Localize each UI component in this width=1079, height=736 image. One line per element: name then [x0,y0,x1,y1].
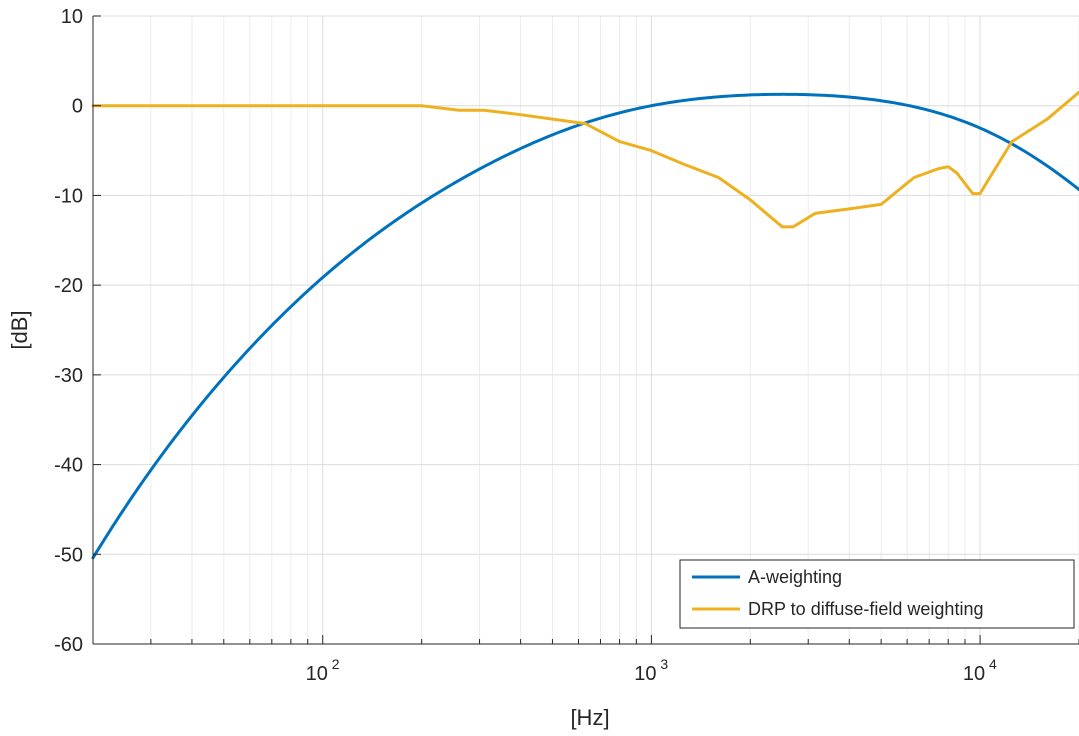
x-tick-label: 10 [963,663,985,685]
legend-label-drp: DRP to diffuse-field weighting [748,599,983,619]
y-tick-label: -10 [54,185,83,207]
x-tick-label: 10 [634,663,656,685]
y-axis-ticks: 10 0 -10 -20 -30 -40 -50 -60 [54,6,101,656]
series-line-1 [91,90,1079,229]
axes [92,16,1079,645]
legend-label-a-weighting: A-weighting [748,567,842,587]
plot-area [93,16,1079,644]
legend: A-weighting DRP to diffuse-field weighti… [679,559,1075,629]
legend-box [679,559,1075,629]
series-layer [91,90,1079,560]
minor-grid [92,16,1079,644]
x-axis-label: [Hz] [570,705,609,730]
y-tick-label: -20 [54,275,83,297]
x-tick-exponent: 3 [660,656,668,672]
x-tick-label: 10 [306,663,328,685]
y-axis-label: [dB] [7,310,32,349]
y-tick-label: -60 [54,634,83,656]
y-tick-label: -50 [54,544,83,566]
y-tick-label: -30 [54,365,83,387]
x-tick-exponent: 2 [332,656,340,672]
x-tick-exponent: 4 [989,656,997,672]
y-tick-label: -40 [54,455,83,477]
y-tick-label: 0 [72,96,83,118]
y-tick-label: 10 [61,6,83,28]
x-axis-ticks: 10 2 10 3 10 4 [92,635,1079,685]
